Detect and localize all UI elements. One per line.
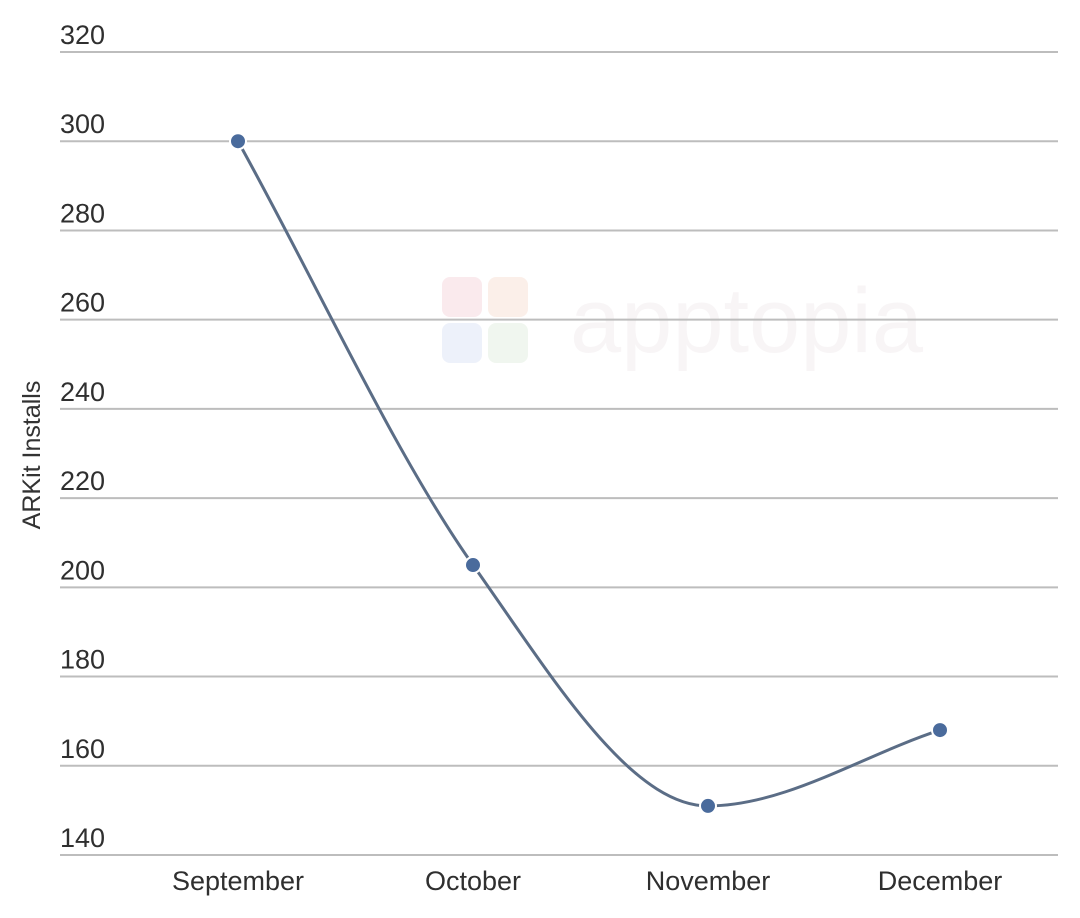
y-tick-label: 300 bbox=[60, 109, 105, 139]
grid-lines bbox=[60, 51, 1058, 856]
y-tick-label: 240 bbox=[60, 377, 105, 407]
y-tick-label: 200 bbox=[60, 555, 105, 585]
y-tick-label: 320 bbox=[60, 20, 105, 50]
series-line bbox=[236, 140, 941, 808]
x-tick-label: September bbox=[172, 866, 304, 896]
y-axis-ticks: 140 160 180 200 220 240 260 280 300 320 bbox=[60, 20, 105, 853]
data-points bbox=[229, 132, 949, 815]
data-point bbox=[229, 132, 247, 151]
y-tick-label: 280 bbox=[60, 198, 105, 228]
y-tick-label: 160 bbox=[60, 734, 105, 764]
x-tick-label: October bbox=[425, 866, 521, 896]
watermark: apptopia bbox=[442, 270, 924, 372]
y-tick-label: 140 bbox=[60, 823, 105, 853]
x-tick-label: November bbox=[646, 866, 771, 896]
y-tick-label: 220 bbox=[60, 466, 105, 496]
watermark-text: apptopia bbox=[570, 270, 924, 372]
apptopia-logo-icon bbox=[442, 277, 528, 363]
y-tick-label: 180 bbox=[60, 645, 105, 675]
x-axis-ticks: September October November December bbox=[172, 866, 1002, 896]
y-tick-label: 260 bbox=[60, 288, 105, 318]
data-point bbox=[699, 796, 717, 815]
y-axis-label: ARKit Installs bbox=[18, 381, 46, 530]
data-point bbox=[464, 556, 482, 575]
data-point bbox=[931, 721, 949, 740]
x-tick-label: December bbox=[878, 866, 1003, 896]
